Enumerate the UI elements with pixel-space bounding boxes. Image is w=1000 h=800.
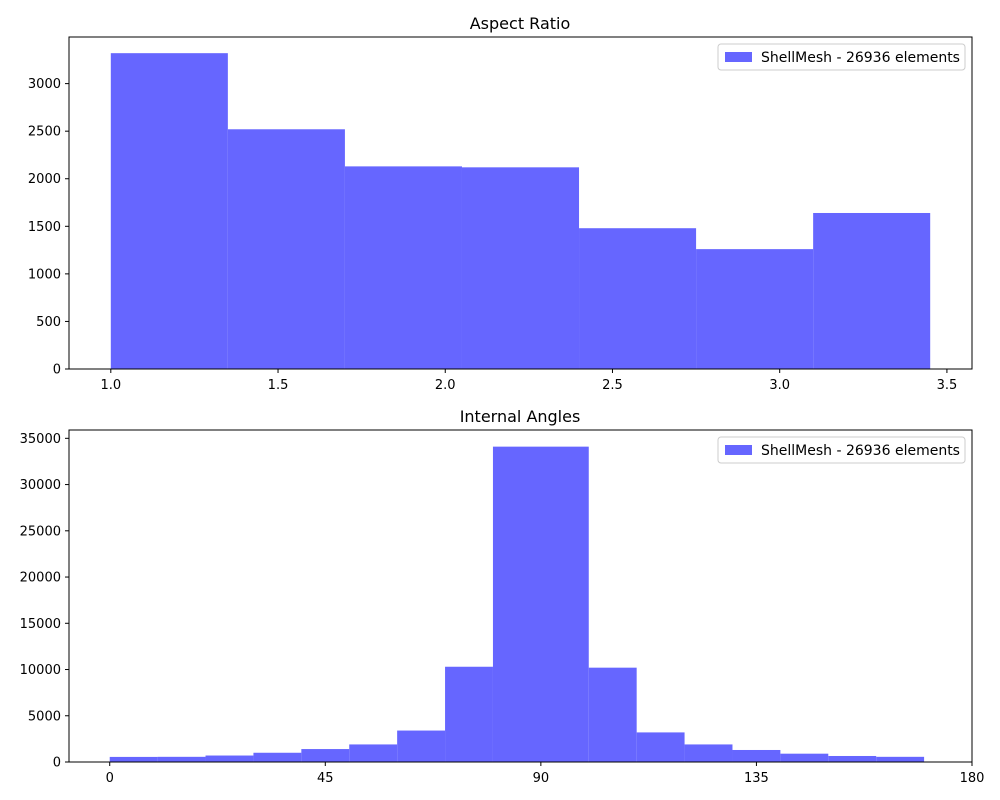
histogram-bar	[696, 249, 814, 369]
y-tick-label: 5000	[28, 709, 61, 724]
legend: ShellMesh - 26936 elements	[717, 436, 966, 464]
x-tick-label: 3.5	[937, 378, 958, 393]
histogram-bar	[684, 744, 733, 762]
histogram-bar	[828, 755, 877, 762]
legend-swatch	[725, 52, 752, 62]
legend-label: ShellMesh - 26936 elements	[761, 50, 960, 66]
histogram-bar	[461, 167, 580, 369]
y-tick-label: 10000	[20, 663, 61, 678]
y-axis-ticks: 0 500 1000 1500 2000 2500 3000	[28, 77, 69, 378]
x-axis-ticks: 0 45 90 135 180	[106, 762, 985, 786]
aspect-ratio-chart: Aspect Ratio 1.0 1.5 2.0 2.5 3.0 3.5 0 500 1000…	[28, 14, 973, 393]
histogram-bar	[227, 129, 345, 369]
histogram-bar	[492, 446, 589, 762]
x-tick-label: 135	[744, 771, 769, 786]
legend-box	[717, 43, 966, 71]
histogram-bar	[579, 228, 697, 369]
y-tick-label: 0	[53, 756, 61, 771]
histogram-bar	[397, 730, 446, 762]
x-tick-label: 2.0	[435, 378, 456, 393]
plot-frame	[68, 36, 973, 370]
y-tick-label: 20000	[20, 571, 61, 586]
x-tick-label: 0	[106, 771, 114, 786]
bars	[110, 53, 931, 369]
chart-title: Aspect Ratio	[470, 14, 571, 33]
histogram-bar	[205, 755, 254, 762]
y-tick-label: 35000	[20, 432, 61, 447]
legend-swatch	[725, 445, 752, 455]
x-tick-label: 2.5	[602, 378, 623, 393]
bars	[109, 446, 925, 762]
x-axis-ticks: 1.0 1.5 2.0 2.5 3.0 3.5	[100, 369, 957, 393]
histogram-bar	[445, 666, 493, 762]
y-tick-label: 3000	[28, 77, 61, 92]
legend-box	[717, 436, 966, 464]
x-tick-label: 45	[317, 771, 334, 786]
x-tick-label: 1.0	[100, 378, 121, 393]
x-tick-label: 180	[960, 771, 985, 786]
histogram-bar	[636, 732, 685, 762]
internal-angles-chart: Internal Angles 0 45 90 135 180 0 5000 10000 15…	[20, 407, 985, 786]
y-tick-label: 1500	[28, 220, 61, 235]
y-tick-label: 25000	[20, 524, 61, 539]
y-tick-label: 0	[53, 363, 61, 378]
plot-frame	[68, 429, 973, 763]
histogram-bar	[253, 752, 302, 762]
histogram-bar	[813, 212, 931, 369]
y-axis-ticks: 0 5000 10000 15000 20000 25000 30000 35000	[20, 432, 69, 771]
histogram-bar	[344, 166, 462, 369]
legend: ShellMesh - 26936 elements	[717, 43, 966, 71]
y-tick-label: 2500	[28, 125, 61, 140]
x-tick-label: 90	[533, 771, 550, 786]
histogram-bar	[109, 756, 158, 762]
y-tick-label: 30000	[20, 478, 61, 493]
histogram-bar	[349, 744, 398, 762]
y-tick-label: 15000	[20, 617, 61, 632]
histogram-bar	[110, 53, 228, 369]
x-tick-label: 3.0	[769, 378, 790, 393]
histogram-bar	[301, 749, 350, 762]
y-tick-label: 500	[36, 315, 61, 330]
y-tick-label: 1000	[28, 267, 61, 282]
legend-label: ShellMesh - 26936 elements	[761, 443, 960, 459]
histogram-bar	[780, 753, 829, 762]
histogram-bar	[732, 749, 781, 762]
y-tick-label: 2000	[28, 172, 61, 187]
chart-title: Internal Angles	[460, 407, 581, 426]
histogram-bar	[157, 756, 206, 762]
x-tick-label: 1.5	[268, 378, 289, 393]
histogram-bar	[588, 667, 637, 762]
histogram-bar	[876, 756, 925, 762]
